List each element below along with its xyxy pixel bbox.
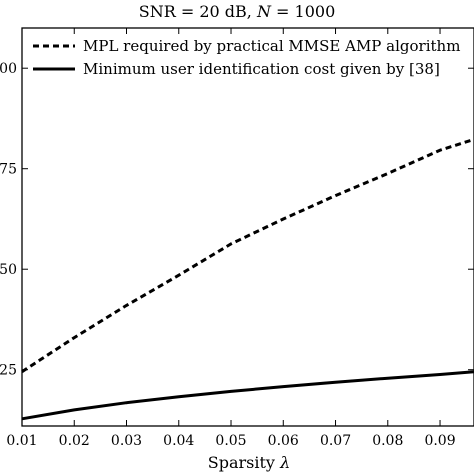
y-tick-label: 50 xyxy=(0,262,17,278)
series-line-dashed xyxy=(21,137,474,373)
y-tick-label: 75 xyxy=(0,162,17,178)
legend-label: Minimum user identification cost given b… xyxy=(83,60,440,78)
x-tick-label: 0.09 xyxy=(424,433,455,449)
x-tick-label: 0.02 xyxy=(59,433,90,449)
legend: MPL required by practical MMSE AMP algor… xyxy=(33,37,460,78)
x-axis-ticks: 0.01 0.02 0.03 0.04 0.05 0.06 0.07 0.08 0.09 xyxy=(6,28,456,449)
chart-title: SNR = 20 dB, N = 1000 xyxy=(139,2,336,21)
series-layer xyxy=(21,137,474,421)
x-tick-label: 0.05 xyxy=(215,433,246,449)
x-tick-label: 0.07 xyxy=(320,433,351,449)
x-axis-label: Sparsity λ xyxy=(208,453,290,472)
plot-frame xyxy=(21,27,474,427)
y-axis-ticks: 25 50 75 100 xyxy=(0,61,474,379)
x-tick-label: 0.08 xyxy=(372,433,403,449)
x-tick-label: 0.01 xyxy=(6,433,37,449)
x-tick-label: 0.03 xyxy=(111,433,142,449)
legend-label: MPL required by practical MMSE AMP algor… xyxy=(83,37,460,55)
y-tick-label: 100 xyxy=(0,61,17,77)
series-line-solid xyxy=(21,370,474,421)
y-tick-label: 25 xyxy=(0,363,17,379)
x-tick-label: 0.04 xyxy=(163,433,194,449)
x-tick-label: 0.06 xyxy=(268,433,299,449)
